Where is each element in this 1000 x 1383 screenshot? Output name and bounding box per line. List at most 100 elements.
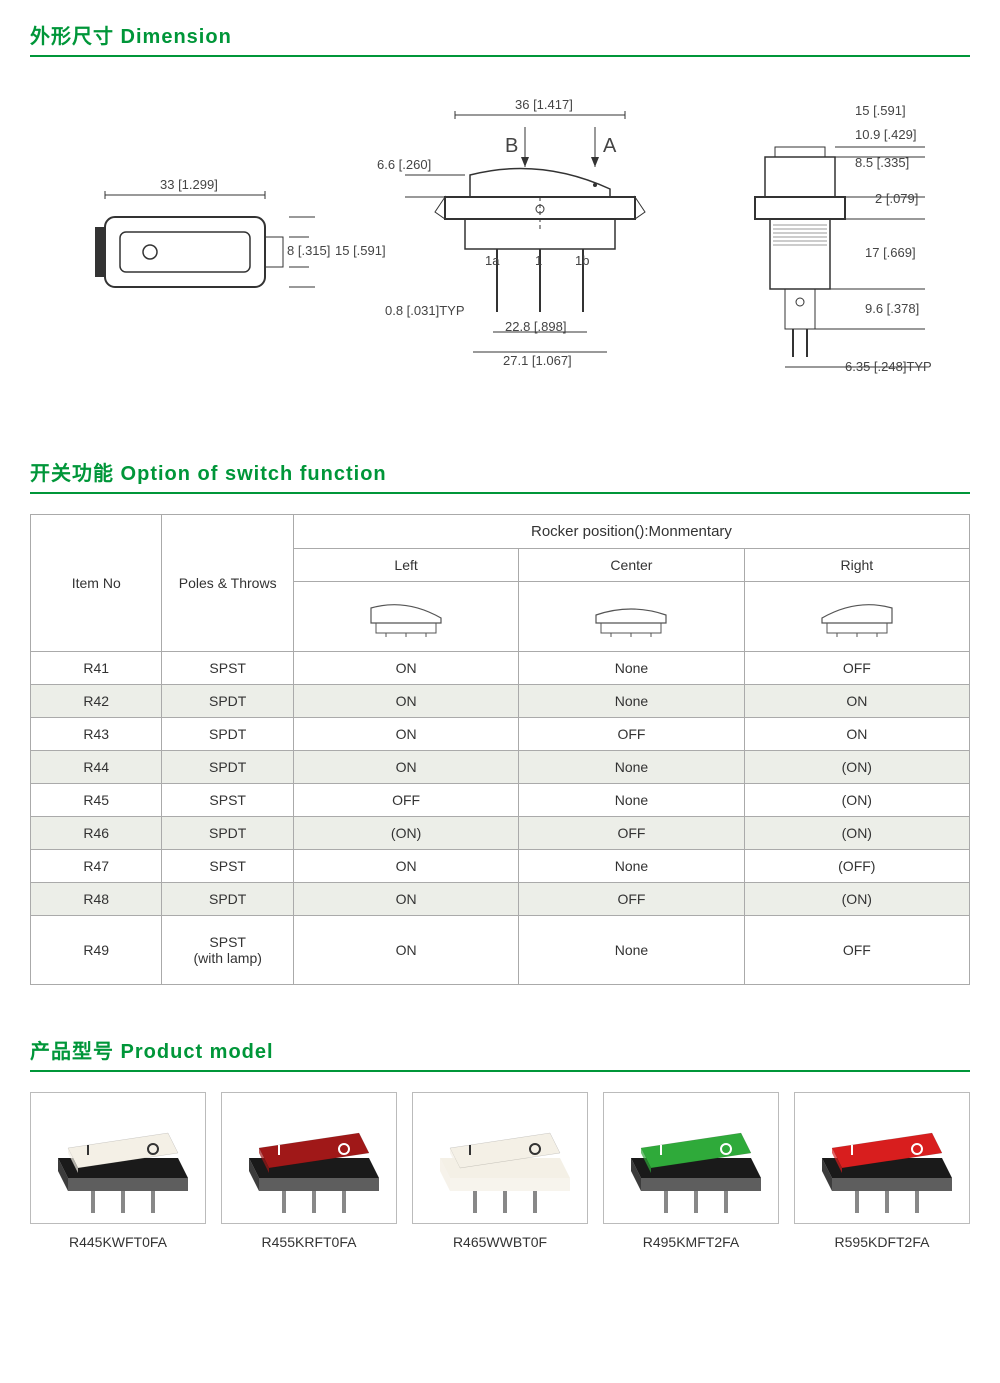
drawing-front-view: 36 [1.417] B A 6.6 [.260] 1a 1 1b 0.8 [.… bbox=[385, 97, 665, 397]
cell-poles: SPDT bbox=[162, 883, 293, 916]
product-label: R495KMFT2FA bbox=[603, 1234, 779, 1250]
table-row: R43SPDTONOFFON bbox=[31, 718, 970, 751]
col-rocker-group: Rocker position():Monmentary bbox=[293, 515, 969, 549]
cell-item: R42 bbox=[31, 685, 162, 718]
product-model-grid: R445KWFT0FA R455KRFT0FA R465WWBT0F R495KMFT… bbox=[30, 1092, 970, 1250]
cell-left: ON bbox=[293, 685, 518, 718]
cell-right: (ON) bbox=[744, 883, 969, 916]
cell-right: (OFF) bbox=[744, 850, 969, 883]
dim-pin-1b: 1b bbox=[575, 253, 589, 268]
dim-side-d4: 2 [.079] bbox=[875, 191, 918, 206]
product-label: R455KRFT0FA bbox=[221, 1234, 397, 1250]
cell-right: (ON) bbox=[744, 817, 969, 850]
col-left: Left bbox=[293, 549, 518, 582]
dim-front-A: A bbox=[603, 135, 616, 158]
dim-pin-1: 1 bbox=[535, 253, 542, 268]
cell-right: ON bbox=[744, 718, 969, 751]
dim-side-d3: 8.5 [.335] bbox=[855, 155, 909, 170]
product-card: R445KWFT0FA bbox=[30, 1092, 206, 1250]
dim-side-d1: 15 [.591] bbox=[855, 103, 906, 118]
cell-center: None bbox=[519, 685, 744, 718]
cell-poles: SPST bbox=[162, 850, 293, 883]
col-center: Center bbox=[519, 549, 744, 582]
cell-poles: SPDT bbox=[162, 718, 293, 751]
cell-left: ON bbox=[293, 883, 518, 916]
switch-section-title: 开关功能 Option of switch function bbox=[30, 457, 970, 494]
dim-side-d6: 9.6 [.378] bbox=[865, 301, 919, 316]
cell-left: ON bbox=[293, 751, 518, 784]
cell-poles: SPST bbox=[162, 784, 293, 817]
table-row: R47SPSTONNone(OFF) bbox=[31, 850, 970, 883]
dim-pin-spacing: 22.8 [.898] bbox=[505, 319, 566, 334]
cell-item: R43 bbox=[31, 718, 162, 751]
product-card: R495KMFT2FA bbox=[603, 1092, 779, 1250]
product-image bbox=[30, 1092, 206, 1224]
product-label: R595KDFT2FA bbox=[794, 1234, 970, 1250]
dim-side-d7: 6.35 [.248]TYP bbox=[845, 359, 932, 374]
cell-center: OFF bbox=[519, 718, 744, 751]
drawing-top-view: 33 [1.299] 8 [.315] 15 [.591] bbox=[65, 177, 315, 317]
cell-right: (ON) bbox=[744, 751, 969, 784]
dim-top-h1: 8 [.315] bbox=[287, 243, 330, 258]
cell-poles: SPST(with lamp) bbox=[162, 916, 293, 985]
cell-left: ON bbox=[293, 718, 518, 751]
table-row: R41SPSTONNoneOFF bbox=[31, 652, 970, 685]
rocker-left-icon bbox=[293, 582, 518, 652]
dim-top-h2: 15 [.591] bbox=[335, 243, 386, 258]
cell-item: R46 bbox=[31, 817, 162, 850]
product-image bbox=[794, 1092, 970, 1224]
cell-center: None bbox=[519, 916, 744, 985]
col-right: Right bbox=[744, 549, 969, 582]
cell-left: ON bbox=[293, 652, 518, 685]
cell-right: OFF bbox=[744, 652, 969, 685]
rocker-center-icon bbox=[519, 582, 744, 652]
table-row: R49SPST(with lamp)ONNoneOFF bbox=[31, 916, 970, 985]
cell-center: OFF bbox=[519, 883, 744, 916]
dim-front-sideh: 6.6 [.260] bbox=[377, 157, 431, 172]
cell-left: ON bbox=[293, 916, 518, 985]
product-card: R455KRFT0FA bbox=[221, 1092, 397, 1250]
cell-center: None bbox=[519, 751, 744, 784]
dim-top-w: 33 [1.299] bbox=[160, 177, 218, 192]
col-poles: Poles & Throws bbox=[162, 515, 293, 652]
product-image bbox=[603, 1092, 779, 1224]
cell-item: R49 bbox=[31, 916, 162, 985]
dim-side-d5: 17 [.669] bbox=[865, 245, 916, 260]
cell-item: R48 bbox=[31, 883, 162, 916]
cell-right: (ON) bbox=[744, 784, 969, 817]
cell-left: (ON) bbox=[293, 817, 518, 850]
product-label: R465WWBT0F bbox=[412, 1234, 588, 1250]
cell-left: ON bbox=[293, 850, 518, 883]
cell-item: R47 bbox=[31, 850, 162, 883]
cell-item: R41 bbox=[31, 652, 162, 685]
table-row: R45SPSTOFFNone(ON) bbox=[31, 784, 970, 817]
dim-pin-1a: 1a bbox=[485, 253, 499, 268]
dimension-drawings: 33 [1.299] 8 [.315] 15 [.591] bbox=[30, 77, 970, 417]
cell-left: OFF bbox=[293, 784, 518, 817]
product-section-title: 产品型号 Product model bbox=[30, 1035, 970, 1072]
col-item-no: Item No bbox=[31, 515, 162, 652]
cell-right: ON bbox=[744, 685, 969, 718]
product-image bbox=[412, 1092, 588, 1224]
cell-poles: SPDT bbox=[162, 751, 293, 784]
switch-function-table: Item No Poles & Throws Rocker position()… bbox=[30, 514, 970, 985]
cell-center: None bbox=[519, 784, 744, 817]
product-card: R595KDFT2FA bbox=[794, 1092, 970, 1250]
product-card: R465WWBT0F bbox=[412, 1092, 588, 1250]
dim-front-topw: 36 [1.417] bbox=[515, 97, 573, 112]
cell-poles: SPDT bbox=[162, 685, 293, 718]
table-row: R42SPDTONNoneON bbox=[31, 685, 970, 718]
rocker-right-icon bbox=[744, 582, 969, 652]
cell-item: R45 bbox=[31, 784, 162, 817]
cell-center: None bbox=[519, 850, 744, 883]
table-row: R46SPDT(ON)OFF(ON) bbox=[31, 817, 970, 850]
product-label: R445KWFT0FA bbox=[30, 1234, 206, 1250]
drawing-side-view: 15 [.591] 10.9 [.429] 8.5 [.335] 2 [.079… bbox=[735, 97, 935, 397]
table-row: R44SPDTONNone(ON) bbox=[31, 751, 970, 784]
cell-right: OFF bbox=[744, 916, 969, 985]
dim-overall-w: 27.1 [1.067] bbox=[503, 353, 572, 368]
cell-center: None bbox=[519, 652, 744, 685]
dimension-section-title: 外形尺寸 Dimension bbox=[30, 20, 970, 57]
dim-pin-thick: 0.8 [.031]TYP bbox=[385, 303, 465, 318]
cell-item: R44 bbox=[31, 751, 162, 784]
